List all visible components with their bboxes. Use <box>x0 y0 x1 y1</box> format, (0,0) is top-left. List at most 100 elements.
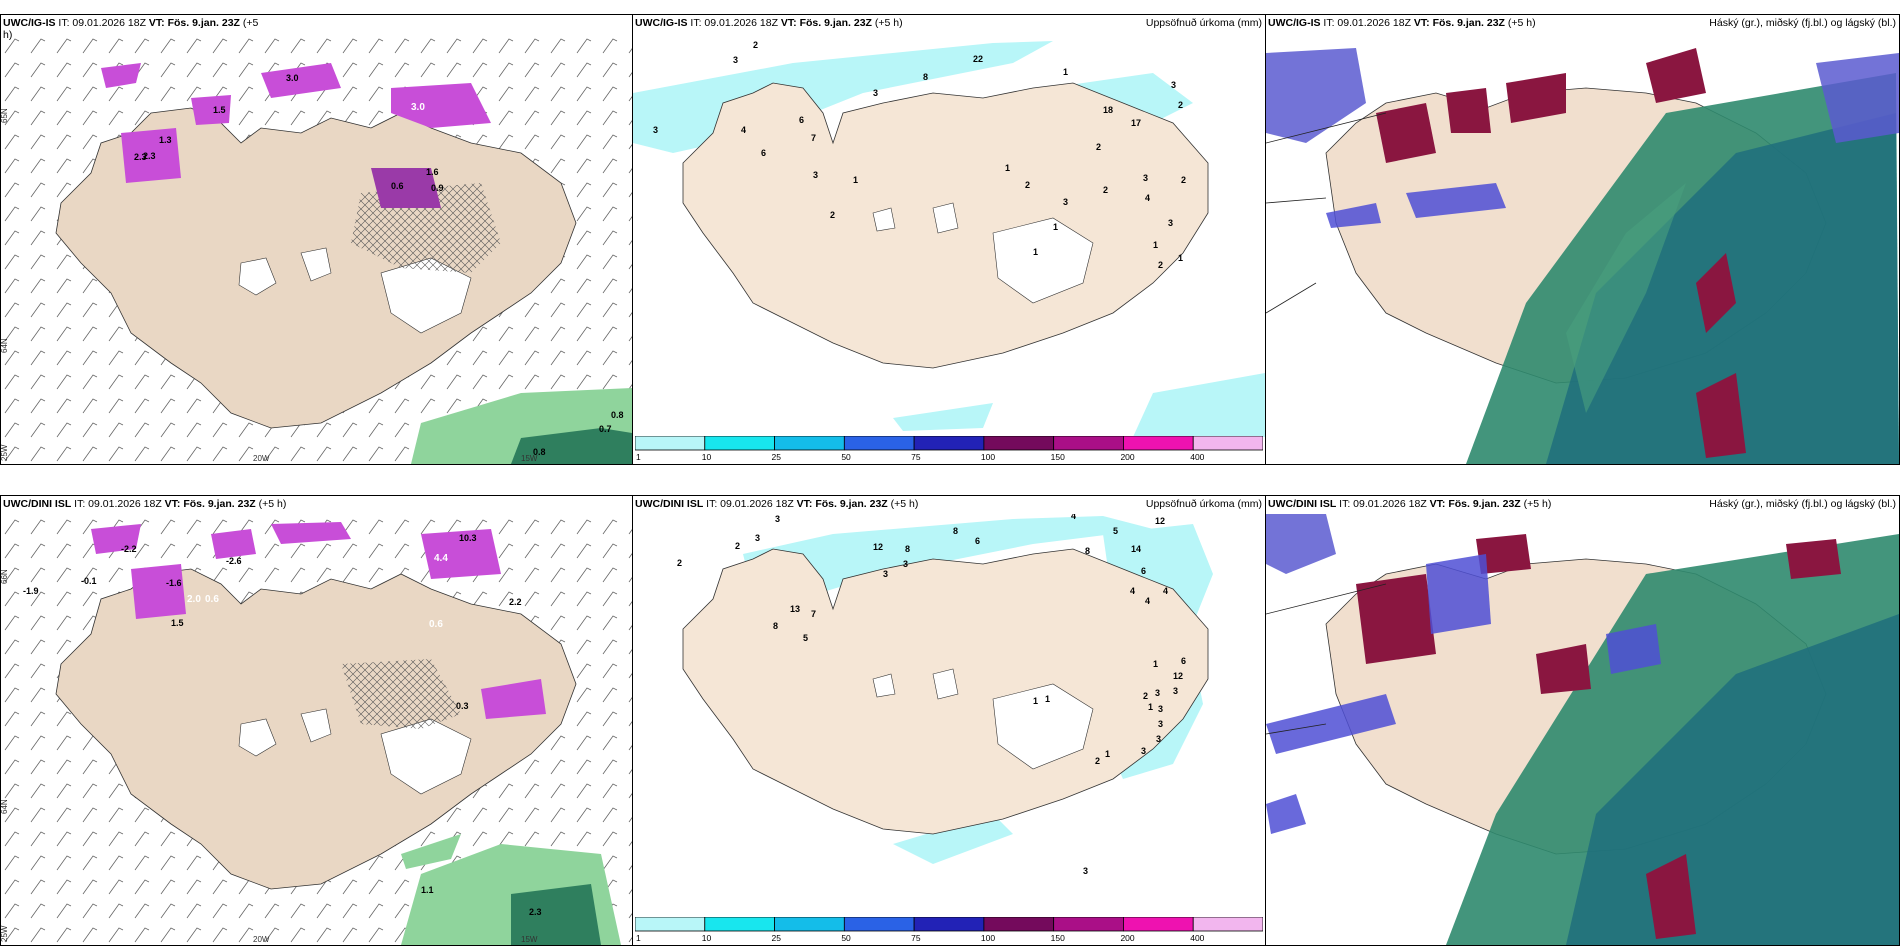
iceland-cloud-map <box>1266 514 1899 945</box>
low-cloud-blue <box>1606 624 1661 674</box>
colorbar-swatch <box>774 917 845 932</box>
value-label: 3 <box>653 125 658 135</box>
precip-colorbar: 1 10 25 50 75 100 150 200 400 <box>635 436 1263 462</box>
value-label: 14 <box>1131 544 1141 554</box>
precip-purple <box>211 529 256 559</box>
low-cloud-blue <box>1266 694 1396 754</box>
precip-green-dark <box>511 884 601 945</box>
value-label: 8 <box>773 621 778 631</box>
colorbar-tick-label: 1 <box>636 933 641 943</box>
colorbar-tick-label: 100 <box>981 933 995 943</box>
value-label: 1 <box>1033 696 1038 706</box>
colorbar-swatch <box>843 436 915 451</box>
value-label: 18 <box>1103 105 1113 115</box>
colorbar-swatch <box>704 917 775 932</box>
value-label: 0.6 <box>429 619 443 630</box>
value-label: 1 <box>1063 67 1068 77</box>
colorbar-swatch <box>1053 436 1124 451</box>
colorbar-tick-label: 10 <box>702 452 712 462</box>
colorbar-swatch <box>635 436 706 451</box>
value-label: 0.7 <box>599 424 612 434</box>
value-label: 8 <box>1085 546 1090 556</box>
value-label: 3 <box>1083 866 1088 876</box>
lat-label: 65N <box>1 108 9 123</box>
value-label: 5 <box>1113 526 1118 536</box>
mid-cloud-maroon <box>1376 103 1436 163</box>
mid-cloud-maroon <box>1506 73 1566 123</box>
precip-purple <box>371 168 441 208</box>
value-label: 6 <box>799 115 804 125</box>
colorbar-swatch <box>843 917 915 932</box>
value-label: 6 <box>761 148 766 158</box>
value-label: 3.0 <box>411 102 425 113</box>
mid-cloud-maroon <box>1356 574 1436 664</box>
value-label: 0.8 <box>611 410 624 420</box>
colorbar-tick-label: 150 <box>1051 452 1065 462</box>
value-label: 17 <box>1131 118 1141 128</box>
precip-purple <box>131 564 186 619</box>
colorbar-tick-label: 75 <box>911 933 921 943</box>
colorbar-tick-label: 200 <box>1120 452 1134 462</box>
value-label: 1 <box>1005 163 1010 173</box>
value-label: 1 <box>1033 247 1038 257</box>
lon-label: 20W <box>253 454 270 463</box>
precip-purple <box>261 63 341 98</box>
value-label: 2.3 <box>143 151 156 161</box>
value-label: 3 <box>1158 719 1163 729</box>
value-label: 2 <box>1178 100 1183 110</box>
panel-header: UWC/DINI ISL IT: 09.01.2026 18Z VT: Fös.… <box>3 498 287 510</box>
value-label: 3 <box>1155 688 1160 698</box>
value-label: 8 <box>923 72 928 82</box>
colorbar-swatch <box>635 917 706 932</box>
colorbar-tick-label: 1 <box>636 452 641 462</box>
value-label: 0.9 <box>431 183 444 193</box>
colorbar-tick-label: 100 <box>981 452 995 462</box>
value-label: 3 <box>813 170 818 180</box>
value-label: 1 <box>1045 694 1050 704</box>
value-label: -1.6 <box>166 578 182 588</box>
mid-cloud-maroon <box>1696 253 1736 333</box>
value-label: 2.3 <box>134 152 147 162</box>
colorbar-swatch <box>913 917 985 932</box>
value-label: 2 <box>735 541 740 551</box>
colorbar-tick-label: 75 <box>911 452 921 462</box>
low-cloud-blue <box>1266 48 1366 143</box>
value-label: 0.6 <box>205 594 219 605</box>
precip-purple <box>421 529 501 579</box>
lon-label: 15W <box>521 454 538 463</box>
panel-title-right: Uppsöfnuð úrkoma (mm) <box>1145 498 1262 510</box>
value-label: 7 <box>811 133 816 143</box>
low-cloud-blue <box>1326 203 1381 228</box>
value-label: 1.6 <box>426 167 439 177</box>
value-label: 2 <box>677 558 682 568</box>
panel-title-right: Háský (gr.), miðský (fj.bl.) og lágský (… <box>1709 498 1896 510</box>
colorbar-tick-label: 50 <box>841 452 851 462</box>
low-cloud-blue <box>1406 183 1506 218</box>
value-label: 10.3 <box>459 533 477 543</box>
mid-cloud-maroon <box>1536 644 1591 694</box>
panel-top-mid-accum-precip: UWC/IG-IS IT: 09.01.2026 18Z VT: Fös. 9.… <box>632 14 1266 465</box>
value-label: 2 <box>753 40 758 50</box>
mid-cloud-teal <box>1566 614 1899 945</box>
mid-cloud-maroon <box>1786 539 1841 579</box>
value-label: -1.9 <box>23 586 39 596</box>
iceland-cloud-map <box>1266 48 1899 464</box>
lat-label: 66N <box>1 569 9 584</box>
glacier-white <box>238 257 277 296</box>
value-label: 1.5 <box>171 618 184 628</box>
value-label: 3 <box>755 533 760 543</box>
precip-cyan-band <box>893 403 993 431</box>
value-label: 2 <box>1025 180 1030 190</box>
value-label: 12 <box>873 542 883 552</box>
value-label: 1.1 <box>421 885 434 895</box>
precip-cyan-band <box>1133 373 1265 437</box>
panel-header: UWC/IG-IS IT: 09.01.2026 18Z VT: Fös. 9.… <box>3 17 259 29</box>
panel-title-right: Uppsöfnuð úrkoma (mm) <box>1145 17 1262 29</box>
precip-purple <box>391 83 491 128</box>
iceland-map: -1.9 -0.1 -2.2 -2.6 4.4 10.3 -1.6 2.0 0.… <box>1 514 632 945</box>
colorbar-tick-label: 25 <box>772 933 782 943</box>
colorbar-swatch <box>1192 917 1263 932</box>
value-label: 4 <box>1145 596 1150 606</box>
low-cloud-blue <box>1266 514 1336 574</box>
value-label: 4 <box>1130 586 1135 596</box>
